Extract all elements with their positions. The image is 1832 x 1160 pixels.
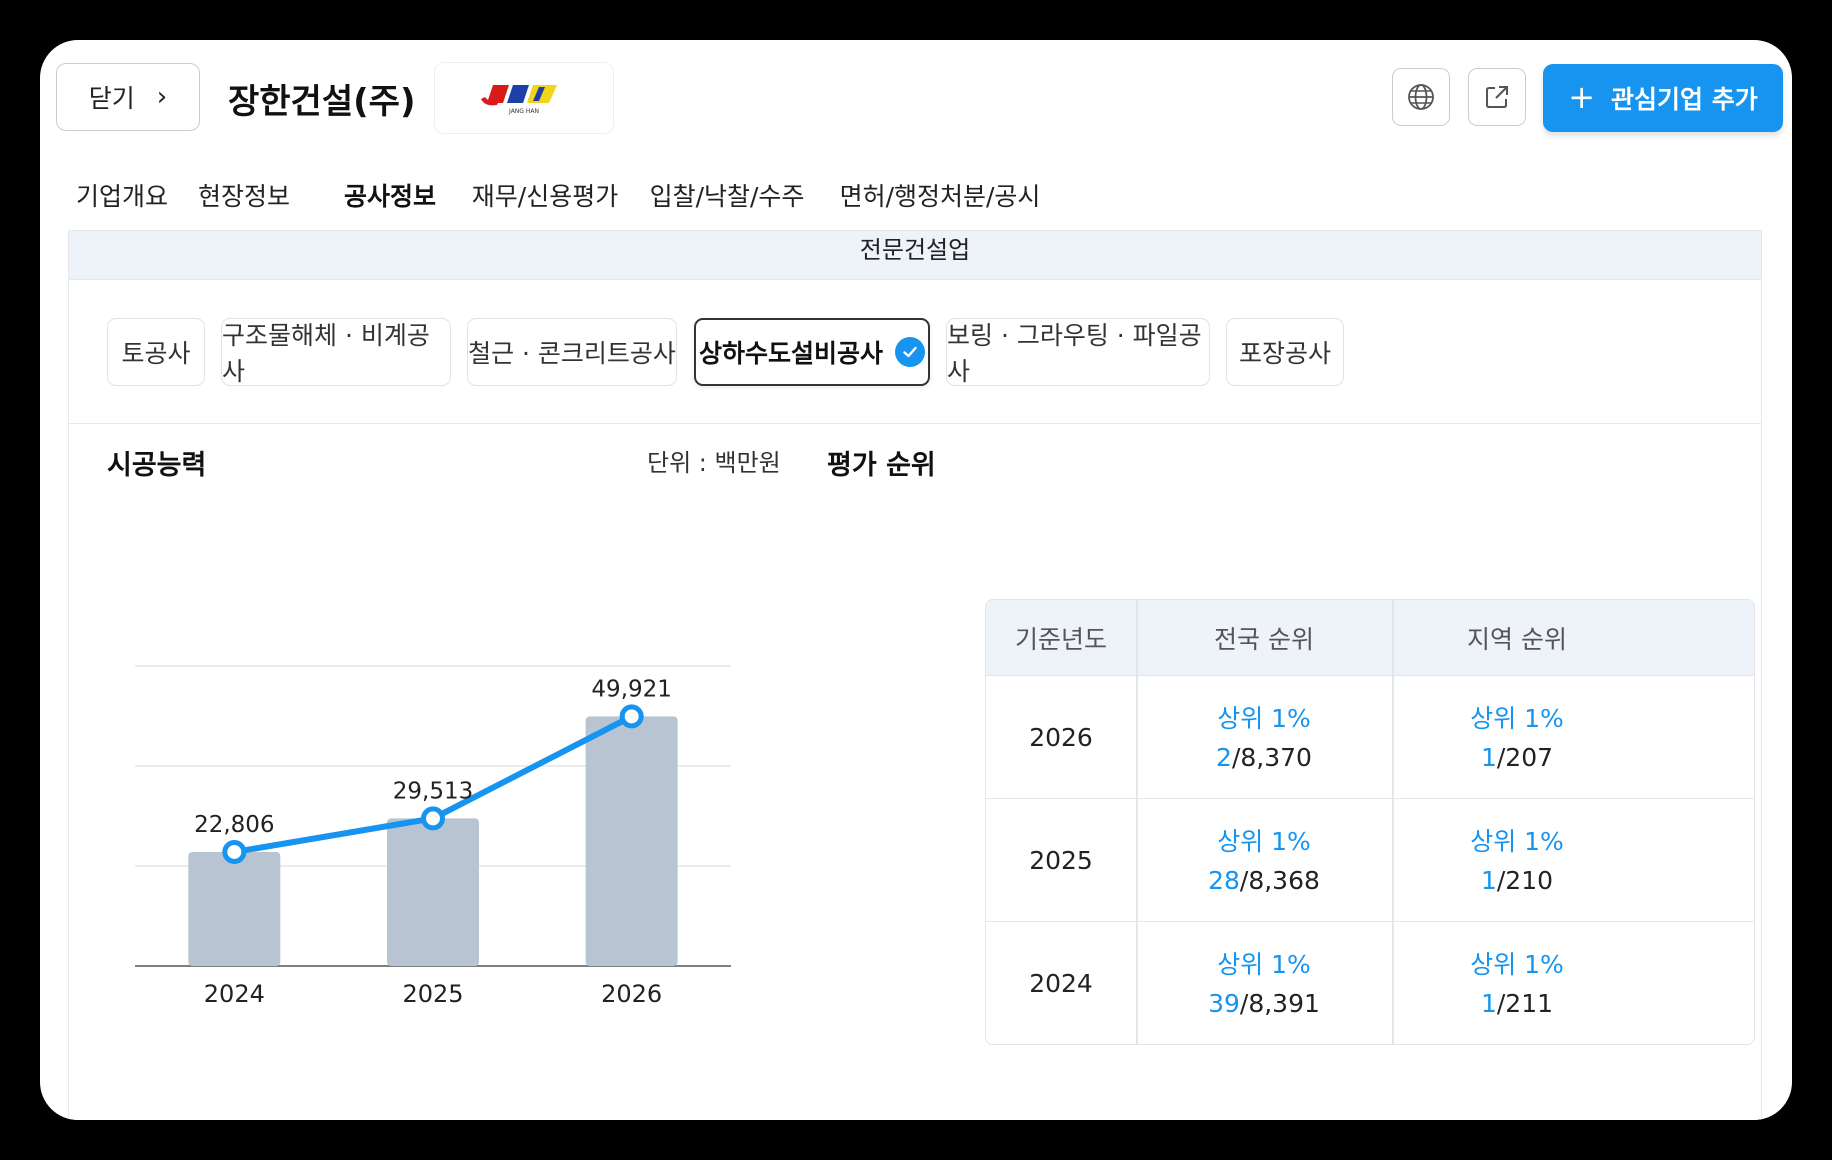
ranking-table-header: 기준년도 전국 순위 지역 순위 (986, 600, 1754, 676)
chip-label: 보링 · 그라우팅 · 파일공사 (947, 321, 1202, 386)
regional-percentile: 상위 1% (1470, 703, 1564, 733)
ranking-table: 기준년도 전국 순위 지역 순위 2026 상위 1% 2/8,370 상위 1… (985, 599, 1755, 1045)
unit-label: 단위 : 백만원 (647, 449, 781, 477)
chart-point (619, 704, 644, 729)
regional-rank-cell: 상위 1% 1/210 (1392, 799, 1642, 922)
company-name: 장한건설(주) (228, 82, 416, 122)
row-year: 2025 (1029, 846, 1093, 875)
chart-point (421, 806, 445, 831)
regional-percentile: 상위 1% (1470, 949, 1564, 979)
chart-x-tick-label: 2026 (601, 980, 662, 1008)
app-screen: 닫기 › 장한건설(주) JANG HAN (40, 40, 1792, 1120)
chart-data-label: 49,921 (591, 676, 671, 702)
close-button[interactable]: 닫기 › (56, 63, 200, 131)
ranking-title: 평가 순위 (827, 450, 936, 481)
column-divider (1136, 600, 1138, 1044)
national-rank-cell: 상위 1% 39/8,391 (1136, 922, 1392, 1044)
regional-total: /207 (1496, 742, 1554, 772)
national-rank: 2 (1216, 742, 1232, 772)
chart-x-tick-label: 2025 (402, 980, 463, 1008)
chevron-right-icon: › (156, 82, 168, 112)
table-row: 2025 상위 1% 28/8,368 상위 1% 1/210 (986, 799, 1754, 922)
column-divider (1392, 600, 1394, 1044)
header-national-rank: 전국 순위 (1214, 625, 1314, 654)
share-icon (1486, 86, 1508, 108)
chip-paving[interactable]: 포장공사 (1226, 318, 1344, 386)
chart-point (222, 839, 247, 864)
tab-bidding[interactable]: 입찰/낙찰/수주 (649, 182, 805, 211)
chip-earthwork[interactable]: 토공사 (107, 318, 205, 386)
national-total: /8,368 (1239, 865, 1320, 895)
header: 닫기 › 장한건설(주) JANG HAN (40, 40, 1792, 162)
header-base-year: 기준년도 (1014, 625, 1107, 654)
chip-label: 포장공사 (1238, 339, 1331, 368)
regional-rank: 1 (1480, 742, 1497, 772)
trade-filter-chips: 토공사 구조물해체 · 비계공사 철근 · 콘크리트공사 상하수도설비공사 보링… (69, 280, 1761, 424)
logo-icon: JANG HAN (481, 85, 557, 115)
chart-data-label: 29,513 (393, 778, 473, 804)
panel-header-title: 전문건설업 (69, 231, 1761, 280)
national-percentile: 상위 1% (1217, 949, 1311, 979)
national-total: /8,370 (1231, 742, 1312, 772)
regional-rank-cell: 상위 1% 1/207 (1392, 676, 1642, 799)
tab-license-disclosure[interactable]: 면허/행정처분/공시 (839, 182, 1041, 211)
company-logo: JANG HAN (434, 62, 614, 134)
regional-rank-cell: 상위 1% 1/211 (1392, 922, 1642, 1044)
table-row: 2026 상위 1% 2/8,370 상위 1% 1/207 (986, 676, 1754, 799)
tab-bar: 기업개요 현장정보 공사정보 재무/신용평가 입찰/낙찰/수주 면허/행정처분/… (40, 162, 1792, 238)
plus-icon: + (1568, 77, 1596, 116)
row-year: 2024 (1029, 969, 1093, 998)
chip-label: 상하수도설비공사 (698, 339, 883, 368)
regional-rank: 1 (1480, 865, 1497, 895)
table-row: 2024 상위 1% 39/8,391 상위 1% 1/211 (986, 922, 1754, 1044)
globe-icon (1408, 84, 1434, 110)
logo-text: JANG HAN (508, 108, 539, 115)
tab-site-info[interactable]: 현장정보 (197, 182, 290, 211)
national-rank: 39 (1208, 988, 1240, 1018)
close-label: 닫기 (88, 84, 135, 113)
chip-label: 토공사 (121, 339, 191, 368)
add-interest-label: 관심기업 추가 (1611, 85, 1758, 114)
capacity-title: 시공능력 (107, 450, 207, 481)
chart-bar (585, 716, 678, 966)
globe-button[interactable] (1392, 68, 1450, 126)
chart-bar (387, 818, 479, 966)
add-interest-company-button[interactable]: + 관심기업 추가 (1543, 64, 1783, 132)
national-percentile: 상위 1% (1217, 703, 1311, 733)
national-percentile: 상위 1% (1217, 826, 1311, 856)
chip-rebar-concrete[interactable]: 철근 · 콘크리트공사 (467, 318, 677, 386)
header-regional-rank: 지역 순위 (1467, 625, 1567, 654)
chip-demolition-scaffold[interactable]: 구조물해체 · 비계공사 (221, 318, 451, 386)
check-icon (895, 337, 925, 367)
national-total: /8,391 (1239, 988, 1320, 1018)
capacity-chart: 2024 2025 2026 22,806 29,513 49,921 (135, 561, 865, 1071)
national-rank: 28 (1208, 865, 1240, 895)
row-year: 2026 (1029, 723, 1093, 752)
chart-x-tick-label: 2024 (204, 980, 265, 1008)
regional-percentile: 상위 1% (1470, 826, 1564, 856)
chip-water-sewer-facility[interactable]: 상하수도설비공사 (694, 318, 930, 386)
regional-total: /211 (1496, 988, 1554, 1018)
national-rank-cell: 상위 1% 28/8,368 (1136, 799, 1392, 922)
chart-data-label: 22,806 (194, 812, 274, 838)
content-panel: 전문건설업 토공사 구조물해체 · 비계공사 철근 · 콘크리트공사 상하수도설… (68, 230, 1762, 1120)
tab-construction-info[interactable]: 공사정보 (332, 162, 448, 238)
chip-label: 구조물해체 · 비계공사 (222, 321, 430, 386)
chip-label: 철근 · 콘크리트공사 (468, 339, 676, 368)
tab-finance-credit[interactable]: 재무/신용평가 (471, 182, 619, 211)
capacity-chart-svg: 2024 2025 2026 22,806 29,513 49,921 (135, 665, 731, 1008)
share-button[interactable] (1468, 68, 1526, 126)
regional-rank: 1 (1480, 988, 1497, 1018)
regional-total: /210 (1496, 865, 1554, 895)
national-rank-cell: 상위 1% 2/8,370 (1136, 676, 1392, 799)
tab-company-overview[interactable]: 기업개요 (75, 182, 168, 211)
chip-boring-grouting-pile[interactable]: 보링 · 그라우팅 · 파일공사 (946, 318, 1210, 386)
chart-bar (188, 851, 281, 966)
ranking-table-body: 2026 상위 1% 2/8,370 상위 1% 1/207 2025 상위 1… (986, 676, 1754, 1044)
